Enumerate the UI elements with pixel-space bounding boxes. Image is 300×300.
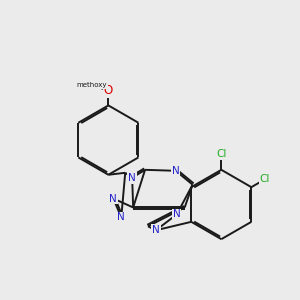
Text: Cl: Cl bbox=[260, 174, 270, 184]
Text: N: N bbox=[152, 225, 160, 235]
Text: Cl: Cl bbox=[216, 149, 226, 159]
Text: N: N bbox=[128, 173, 136, 183]
Text: O: O bbox=[104, 84, 113, 97]
Text: N: N bbox=[173, 209, 181, 219]
Text: N: N bbox=[117, 212, 125, 222]
Text: methoxy: methoxy bbox=[77, 82, 107, 88]
Text: N: N bbox=[172, 166, 180, 176]
Text: N: N bbox=[110, 194, 117, 203]
